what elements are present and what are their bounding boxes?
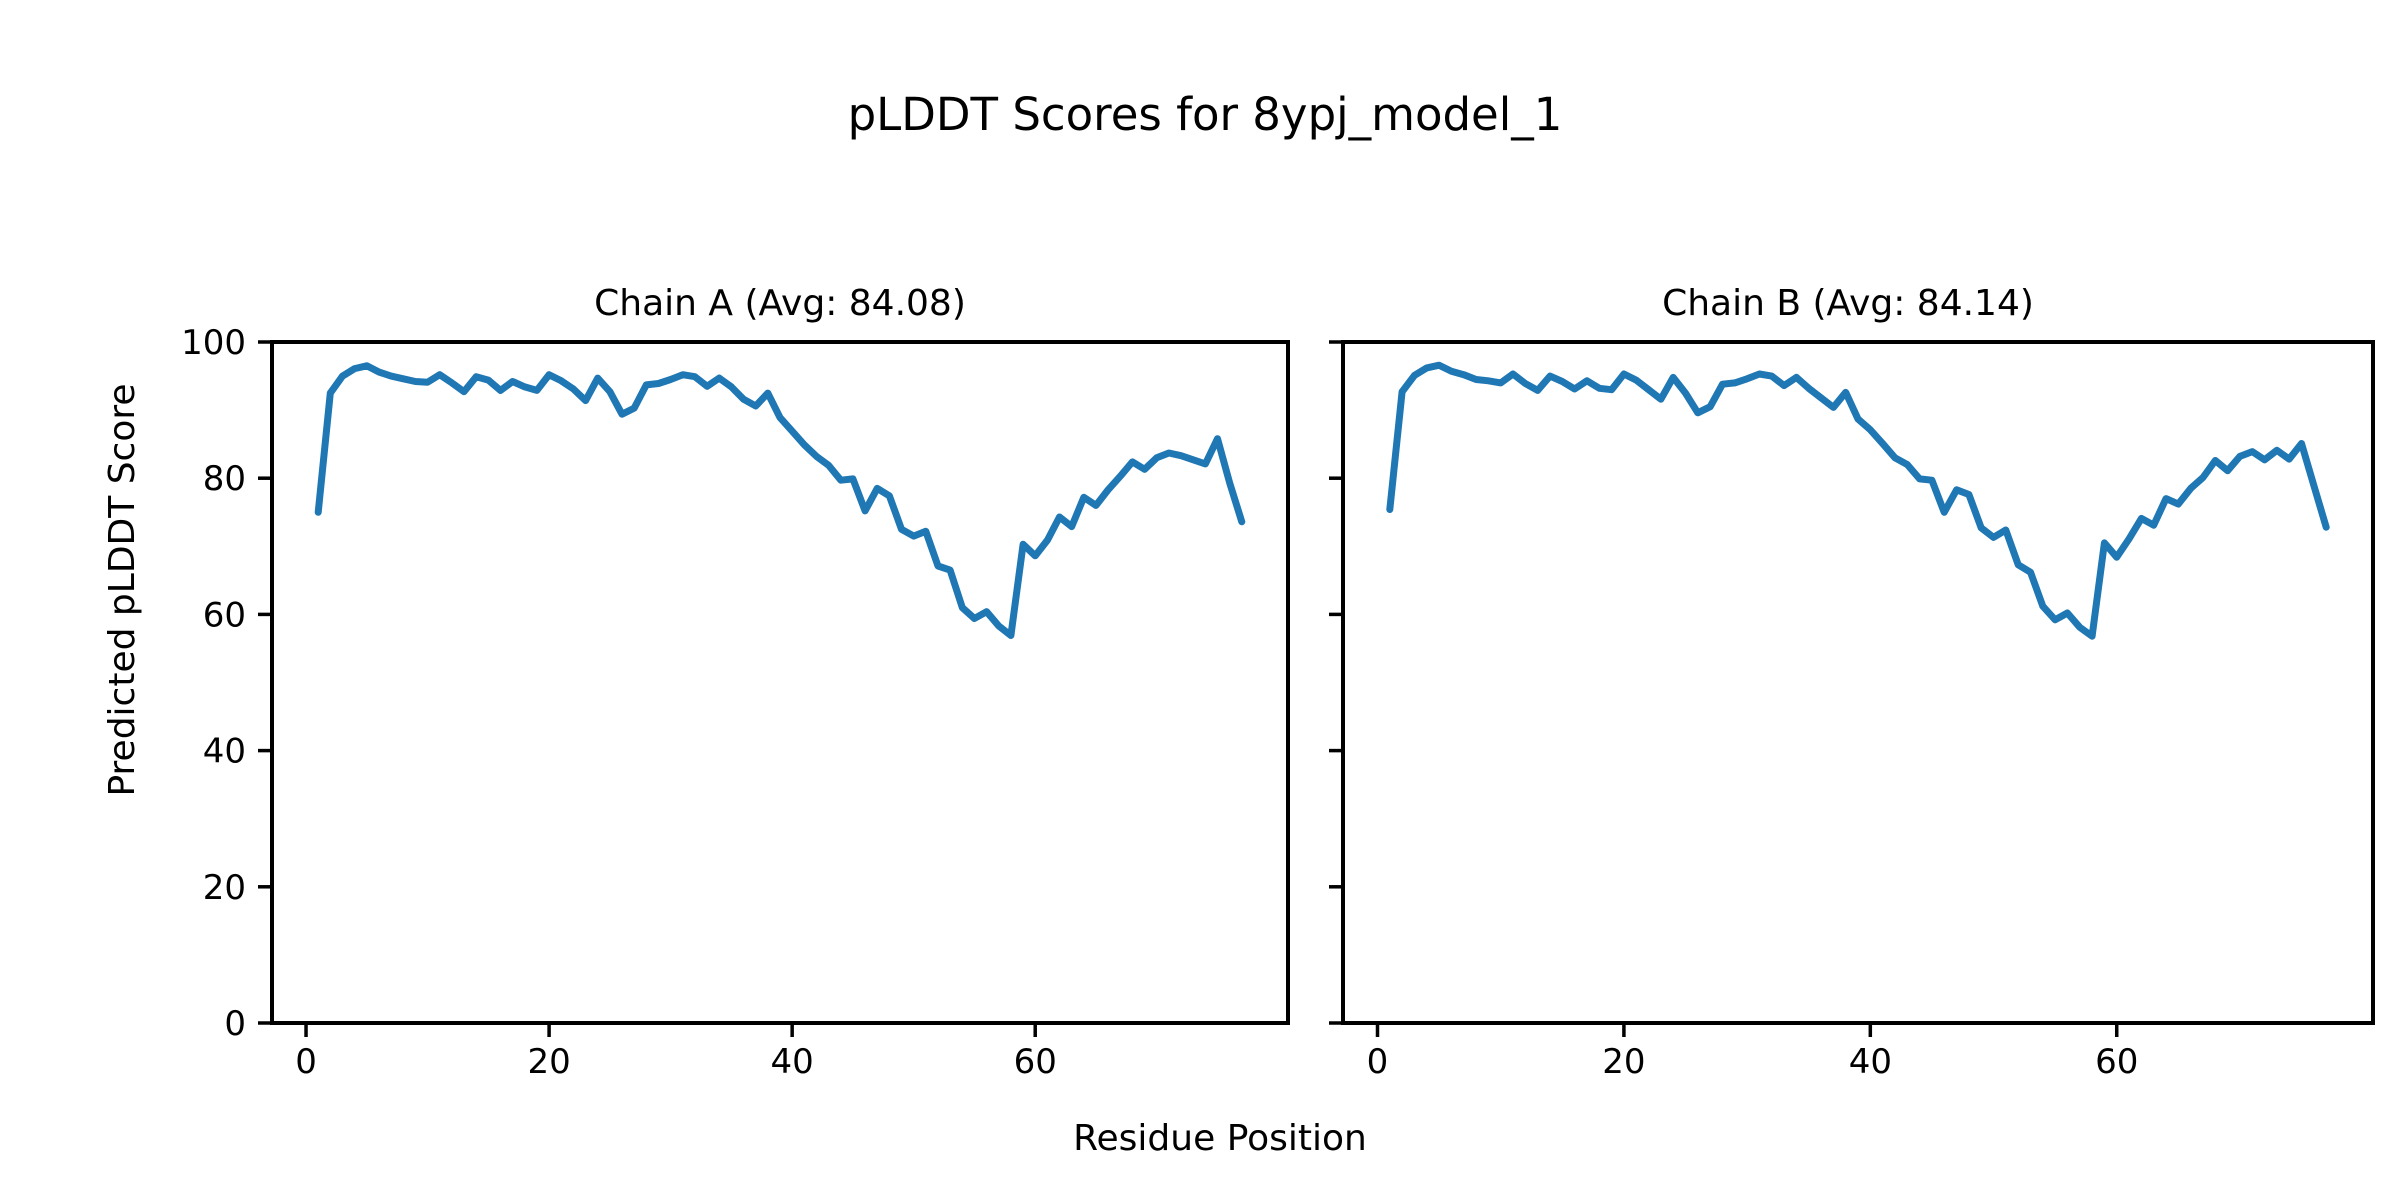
chain-b-line bbox=[1386, 361, 2330, 640]
y-axis-label: Predicted pLDDT Score bbox=[102, 383, 143, 796]
y-tick-label: 60 bbox=[203, 595, 246, 635]
x-tick-label: 20 bbox=[527, 1042, 570, 1082]
subplot-chain-a: 0 20 40 60 0 20 40 60 80 100 bbox=[181, 323, 1290, 1082]
x-tick-label: 20 bbox=[1602, 1042, 1645, 1082]
y-tick-label: 40 bbox=[203, 732, 246, 772]
x-tick-label: 0 bbox=[1367, 1042, 1389, 1082]
subplot-a-title: Chain A (Avg: 84.08) bbox=[594, 283, 966, 324]
chain-a-line bbox=[314, 362, 1246, 639]
subplot-chain-b: 0 20 40 60 bbox=[1329, 340, 2375, 1082]
figure-title: pLDDT Scores for 8ypj_model_1 bbox=[848, 88, 1563, 141]
axes-frame bbox=[270, 340, 1290, 1025]
x-tick-label: 40 bbox=[771, 1042, 814, 1082]
x-tick-label: 60 bbox=[2095, 1042, 2138, 1082]
subplot-b-title: Chain B (Avg: 84.14) bbox=[1662, 283, 2034, 324]
x-tick-label: 40 bbox=[1849, 1042, 1892, 1082]
x-axis-label: Residue Position bbox=[1073, 1118, 1367, 1159]
x-tick-label: 0 bbox=[295, 1042, 317, 1082]
x-tick-label: 60 bbox=[1014, 1042, 1057, 1082]
y-tick-label: 100 bbox=[181, 323, 246, 363]
y-tick-label: 20 bbox=[203, 868, 246, 908]
axes-ticks: 0 20 40 60 0 20 40 60 80 100 bbox=[181, 323, 1057, 1082]
y-tick-label: 0 bbox=[224, 1004, 246, 1044]
axes-frame bbox=[1341, 340, 2375, 1025]
y-tick-label: 80 bbox=[203, 459, 246, 499]
axes-ticks: 0 20 40 60 bbox=[1329, 340, 2138, 1082]
